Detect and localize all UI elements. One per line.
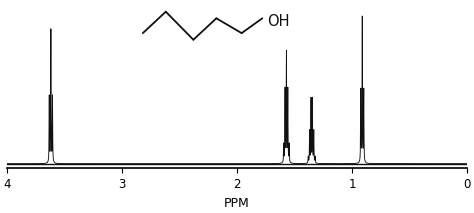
Text: OH: OH: [267, 14, 290, 29]
X-axis label: PPM: PPM: [224, 197, 250, 210]
